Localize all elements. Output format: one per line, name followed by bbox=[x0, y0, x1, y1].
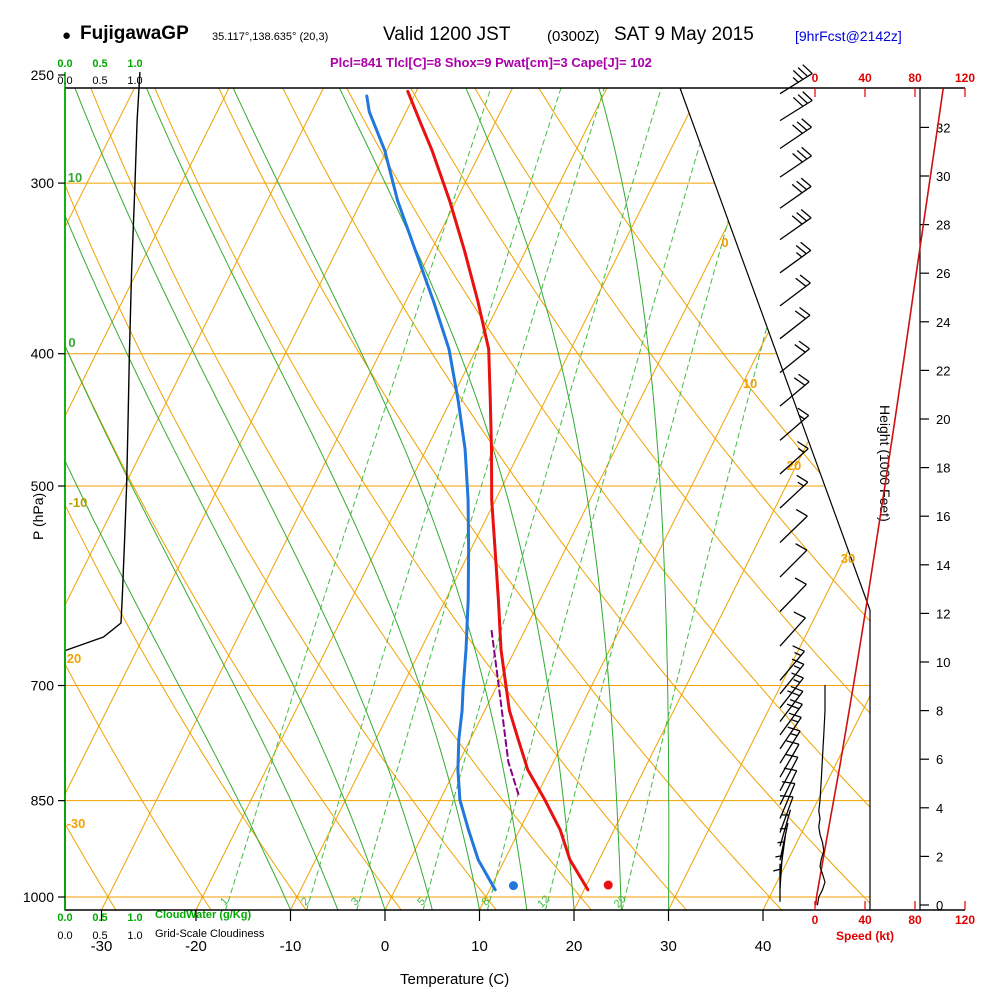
svg-text:850: 850 bbox=[31, 793, 55, 809]
svg-text:6: 6 bbox=[936, 752, 943, 767]
svg-text:80: 80 bbox=[908, 913, 922, 927]
svg-text:20: 20 bbox=[612, 893, 629, 910]
svg-text:0: 0 bbox=[721, 235, 728, 250]
sounding-curves bbox=[365, 89, 613, 892]
svg-text:400: 400 bbox=[31, 346, 55, 362]
svg-text:1.0: 1.0 bbox=[127, 58, 142, 70]
svg-text:10: 10 bbox=[68, 170, 82, 185]
dewpoint-curve bbox=[365, 94, 497, 892]
svg-text:0: 0 bbox=[812, 913, 819, 927]
svg-text:1000: 1000 bbox=[23, 889, 54, 905]
svg-text:0.5: 0.5 bbox=[92, 930, 107, 942]
skewt-grid bbox=[65, 88, 870, 910]
svg-text:4: 4 bbox=[936, 801, 943, 816]
temperature-curve bbox=[406, 89, 590, 892]
svg-text:40: 40 bbox=[755, 938, 772, 955]
forecast-tag: [9hrFcst@2142z] bbox=[795, 28, 902, 44]
svg-text:22: 22 bbox=[936, 363, 950, 378]
svg-text:16: 16 bbox=[936, 509, 950, 524]
svg-text:10: 10 bbox=[743, 376, 757, 391]
svg-text:-20: -20 bbox=[185, 938, 207, 955]
svg-text:40: 40 bbox=[858, 913, 872, 927]
svg-text:20: 20 bbox=[787, 458, 801, 473]
svg-text:24: 24 bbox=[936, 315, 950, 330]
svg-text:0.5: 0.5 bbox=[92, 75, 107, 87]
svg-text:30: 30 bbox=[660, 938, 677, 955]
svg-text:-10: -10 bbox=[69, 495, 88, 510]
svg-text:-10: -10 bbox=[280, 938, 302, 955]
svg-text:0.0: 0.0 bbox=[57, 912, 72, 924]
svg-text:0: 0 bbox=[936, 898, 943, 913]
svg-text:20: 20 bbox=[936, 412, 950, 427]
svg-text:14: 14 bbox=[936, 558, 950, 573]
svg-text:10: 10 bbox=[936, 655, 950, 670]
svg-text:0.5: 0.5 bbox=[92, 912, 107, 924]
svg-text:0: 0 bbox=[381, 938, 389, 955]
svg-text:0.0: 0.0 bbox=[57, 75, 72, 87]
svg-text:28: 28 bbox=[936, 218, 950, 233]
svg-text:8: 8 bbox=[936, 704, 943, 719]
svg-text:0.0: 0.0 bbox=[57, 58, 72, 70]
speed-axis-label: Speed (kt) bbox=[836, 929, 895, 943]
svg-text:300: 300 bbox=[31, 175, 55, 191]
station-coords: 35.117°,138.635° (20,3) bbox=[212, 31, 329, 43]
svg-text:120: 120 bbox=[955, 71, 975, 85]
svg-text:0.5: 0.5 bbox=[92, 58, 107, 70]
station-bullet-icon: ● bbox=[62, 27, 72, 44]
temperature-axis-label: Temperature (C) bbox=[400, 971, 510, 988]
svg-text:10: 10 bbox=[471, 938, 488, 955]
svg-text:12: 12 bbox=[535, 893, 552, 910]
svg-text:18: 18 bbox=[936, 461, 950, 476]
surface-dewpoint-dot bbox=[508, 881, 518, 891]
svg-text:0: 0 bbox=[68, 335, 75, 350]
cloudiness-axis-label: Grid-Scale Cloudiness bbox=[155, 928, 265, 940]
surface-temp-dot bbox=[603, 880, 613, 890]
svg-text:700: 700 bbox=[31, 678, 55, 694]
svg-text:30: 30 bbox=[841, 551, 855, 566]
speed-profile-line bbox=[816, 684, 826, 906]
svg-text:500: 500 bbox=[31, 478, 55, 494]
svg-text:0: 0 bbox=[812, 71, 819, 85]
sounding-parameters: Plcl=841 Tlcl[C]=8 Shox=9 Pwat[cm]=3 Cap… bbox=[330, 55, 652, 70]
svg-text:250: 250 bbox=[31, 67, 55, 83]
valid-zulu-label: (0300Z) bbox=[547, 28, 600, 45]
wind-barbs bbox=[773, 64, 813, 902]
height-and-speed-profiles bbox=[814, 88, 944, 906]
svg-text:1.0: 1.0 bbox=[127, 912, 142, 924]
valid-date-label: SAT 9 May 2015 bbox=[614, 24, 754, 45]
svg-text:-30: -30 bbox=[67, 816, 86, 831]
cloudwater-axis-label: CloudWater (g/Kg) bbox=[155, 909, 252, 921]
svg-text:-30: -30 bbox=[91, 938, 113, 955]
svg-text:20: 20 bbox=[67, 651, 81, 666]
svg-text:30: 30 bbox=[936, 169, 950, 184]
station-name: FujigawaGP bbox=[80, 23, 189, 44]
valid-time-label: Valid 1200 JST bbox=[383, 24, 511, 45]
svg-text:20: 20 bbox=[566, 938, 583, 955]
svg-text:1.0: 1.0 bbox=[127, 75, 142, 87]
parcel-curve bbox=[490, 626, 520, 796]
svg-text:32: 32 bbox=[936, 120, 950, 135]
svg-text:80: 80 bbox=[908, 71, 922, 85]
svg-text:12: 12 bbox=[936, 606, 950, 621]
svg-text:26: 26 bbox=[936, 266, 950, 281]
svg-text:1.0: 1.0 bbox=[127, 930, 142, 942]
svg-text:40: 40 bbox=[858, 71, 872, 85]
svg-text:120: 120 bbox=[955, 913, 975, 927]
cloudiness-profile-line bbox=[64, 71, 141, 911]
height-line bbox=[814, 88, 944, 906]
svg-text:0.0: 0.0 bbox=[57, 930, 72, 942]
cloud-profiles bbox=[64, 71, 141, 911]
svg-text:2: 2 bbox=[936, 849, 943, 864]
